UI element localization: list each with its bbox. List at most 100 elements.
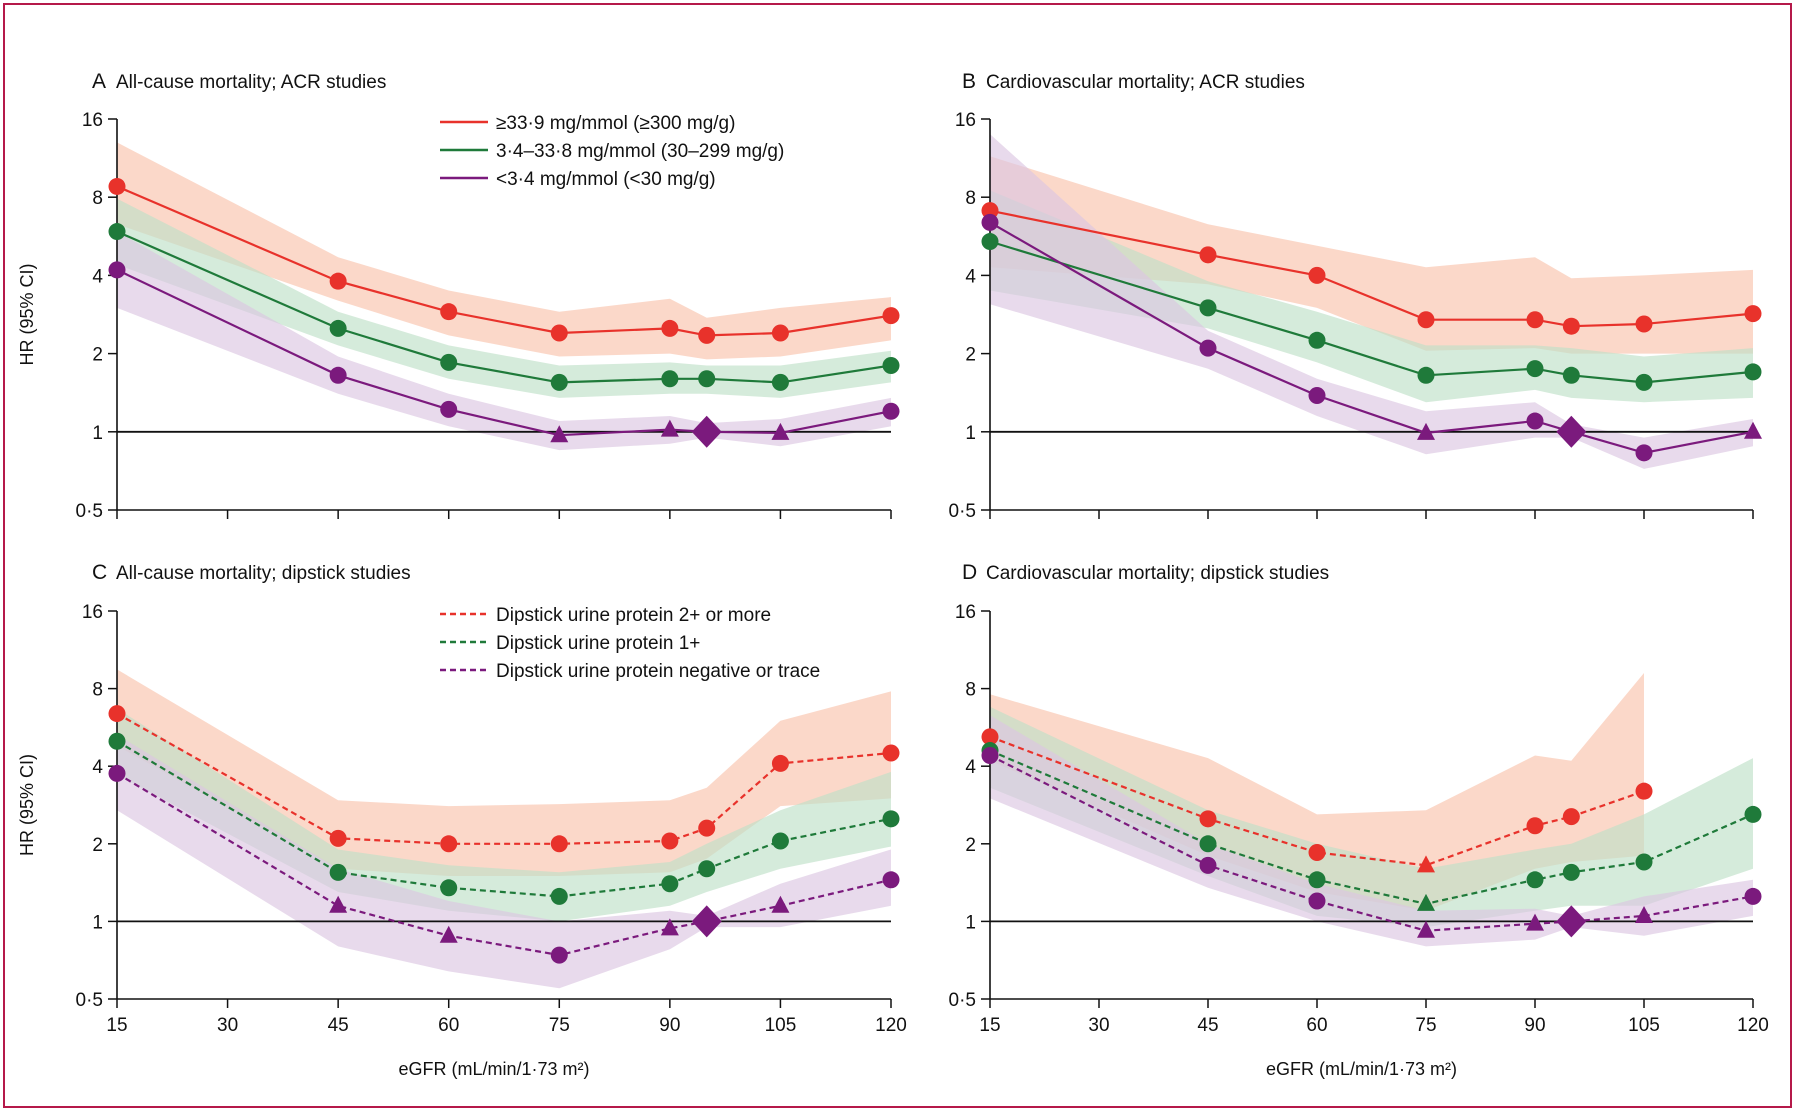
data-point [1308, 386, 1326, 404]
data-point [1199, 810, 1217, 828]
data-point [771, 324, 789, 342]
y-tick-label: 8 [965, 680, 976, 701]
y-tick-label: 4 [92, 757, 103, 778]
x-tick-label: 45 [328, 1015, 349, 1036]
series-line-1 [989, 209, 1754, 328]
panel-title: Cardiovascular mortality; dipstick studi… [986, 563, 1329, 584]
data-point [1526, 913, 1544, 931]
ci-band-series-1 [117, 142, 891, 360]
series-line-3 [116, 772, 892, 957]
data-point [1199, 246, 1217, 264]
x-tick-label: 30 [217, 1015, 238, 1036]
y-tick-label: 0·5 [949, 990, 976, 1011]
data-point [1744, 887, 1762, 905]
data-point [882, 871, 900, 889]
data-point [440, 303, 458, 321]
data-point [440, 400, 458, 418]
x-tick-label: 105 [1628, 1015, 1660, 1036]
data-point [1744, 305, 1762, 323]
x-tick-label: 75 [1415, 1015, 1436, 1036]
y-tick-label: 0·5 [76, 990, 103, 1011]
legend-label: Dipstick urine protein 1+ [496, 633, 700, 654]
data-point [1744, 805, 1762, 823]
reference-point [691, 415, 722, 448]
ci-band-series-2 [990, 706, 1753, 928]
data-point [771, 754, 789, 772]
data-point [1199, 339, 1217, 357]
series-line-1 [116, 712, 892, 845]
x-tick-label: 60 [1306, 1015, 1327, 1036]
figure-border [3, 3, 1792, 1108]
data-point [550, 887, 568, 905]
reference-point [1556, 905, 1587, 938]
y-tick-label: 0·5 [76, 501, 103, 522]
data-point [1308, 844, 1326, 862]
data-point [661, 319, 679, 337]
legend-label: Dipstick urine protein negative or trace [496, 661, 820, 682]
y-tick-label: 4 [965, 757, 976, 778]
data-point [329, 366, 347, 384]
data-point [771, 422, 790, 440]
legend-label: 3·4–33·8 mg/mmol (30–299 mg/g) [496, 141, 784, 162]
panel-letter: A [92, 70, 106, 93]
reference-point [1556, 415, 1587, 448]
data-point [1635, 853, 1653, 871]
data-point [1526, 311, 1544, 329]
reference-point [691, 905, 722, 938]
data-point [1308, 892, 1326, 910]
x-tick-label: 15 [979, 1015, 1000, 1036]
x-tick-label: 120 [875, 1015, 907, 1036]
legend-label: <3·4 mg/mmol (<30 mg/g) [496, 169, 716, 190]
y-tick-label: 2 [965, 345, 976, 366]
series-line-3 [989, 754, 1754, 932]
data-point [1526, 871, 1544, 889]
ci-band-series-3 [990, 134, 1753, 469]
data-point [1562, 366, 1580, 384]
data-point [1308, 331, 1326, 349]
series-line-1 [116, 185, 892, 337]
series-line-2 [116, 740, 892, 898]
y-axis-label: HR (95% CI) [17, 263, 37, 365]
data-point [981, 213, 999, 231]
panel-a: A All-cause mortality; ACR studies 0·5 1 2 4 8… [17, 70, 900, 522]
data-point [1635, 315, 1653, 333]
panel-b: B Cardiovascular mortality; ACR studies 0·… [949, 70, 1762, 522]
y-tick-label: 16 [82, 110, 103, 131]
data-point [1526, 412, 1544, 430]
panel-letter: D [962, 561, 977, 584]
data-point [882, 356, 900, 374]
x-tick-label: 60 [438, 1015, 459, 1036]
y-tick-label: 4 [92, 266, 103, 287]
ci-band-series-3 [117, 231, 891, 451]
data-point [1199, 835, 1217, 853]
data-point [1562, 863, 1580, 881]
series-line-2 [116, 230, 892, 384]
y-tick-label: 1 [92, 912, 103, 933]
data-point [439, 925, 458, 943]
x-tick-label: 120 [1737, 1015, 1769, 1036]
data-point [1562, 808, 1580, 826]
y-tick-label: 2 [92, 835, 103, 856]
data-point [882, 810, 900, 828]
y-tick-label: 8 [92, 680, 103, 701]
ci-band-series-3 [990, 715, 1753, 947]
data-point [1417, 366, 1435, 384]
y-tick-label: 16 [955, 602, 976, 623]
x-tick-label: 105 [765, 1015, 797, 1036]
data-point [1635, 905, 1653, 923]
data-point [1526, 817, 1544, 835]
panel-c: C All-cause mortality; dipstick studies 0·… [17, 561, 907, 1079]
y-tick-label: 16 [955, 110, 976, 131]
panel-letter: C [92, 561, 107, 584]
data-point [1635, 444, 1653, 462]
data-point [661, 875, 679, 893]
data-point [108, 705, 126, 723]
panel-title: All-cause mortality; dipstick studies [116, 563, 411, 584]
series-line-2 [989, 749, 1754, 905]
panel-title: Cardiovascular mortality; ACR studies [986, 72, 1305, 93]
data-point [1417, 311, 1435, 329]
data-point [698, 370, 716, 388]
data-point [108, 764, 126, 782]
x-axis-label: eGFR (mL/min/1·73 m²) [398, 1059, 589, 1079]
